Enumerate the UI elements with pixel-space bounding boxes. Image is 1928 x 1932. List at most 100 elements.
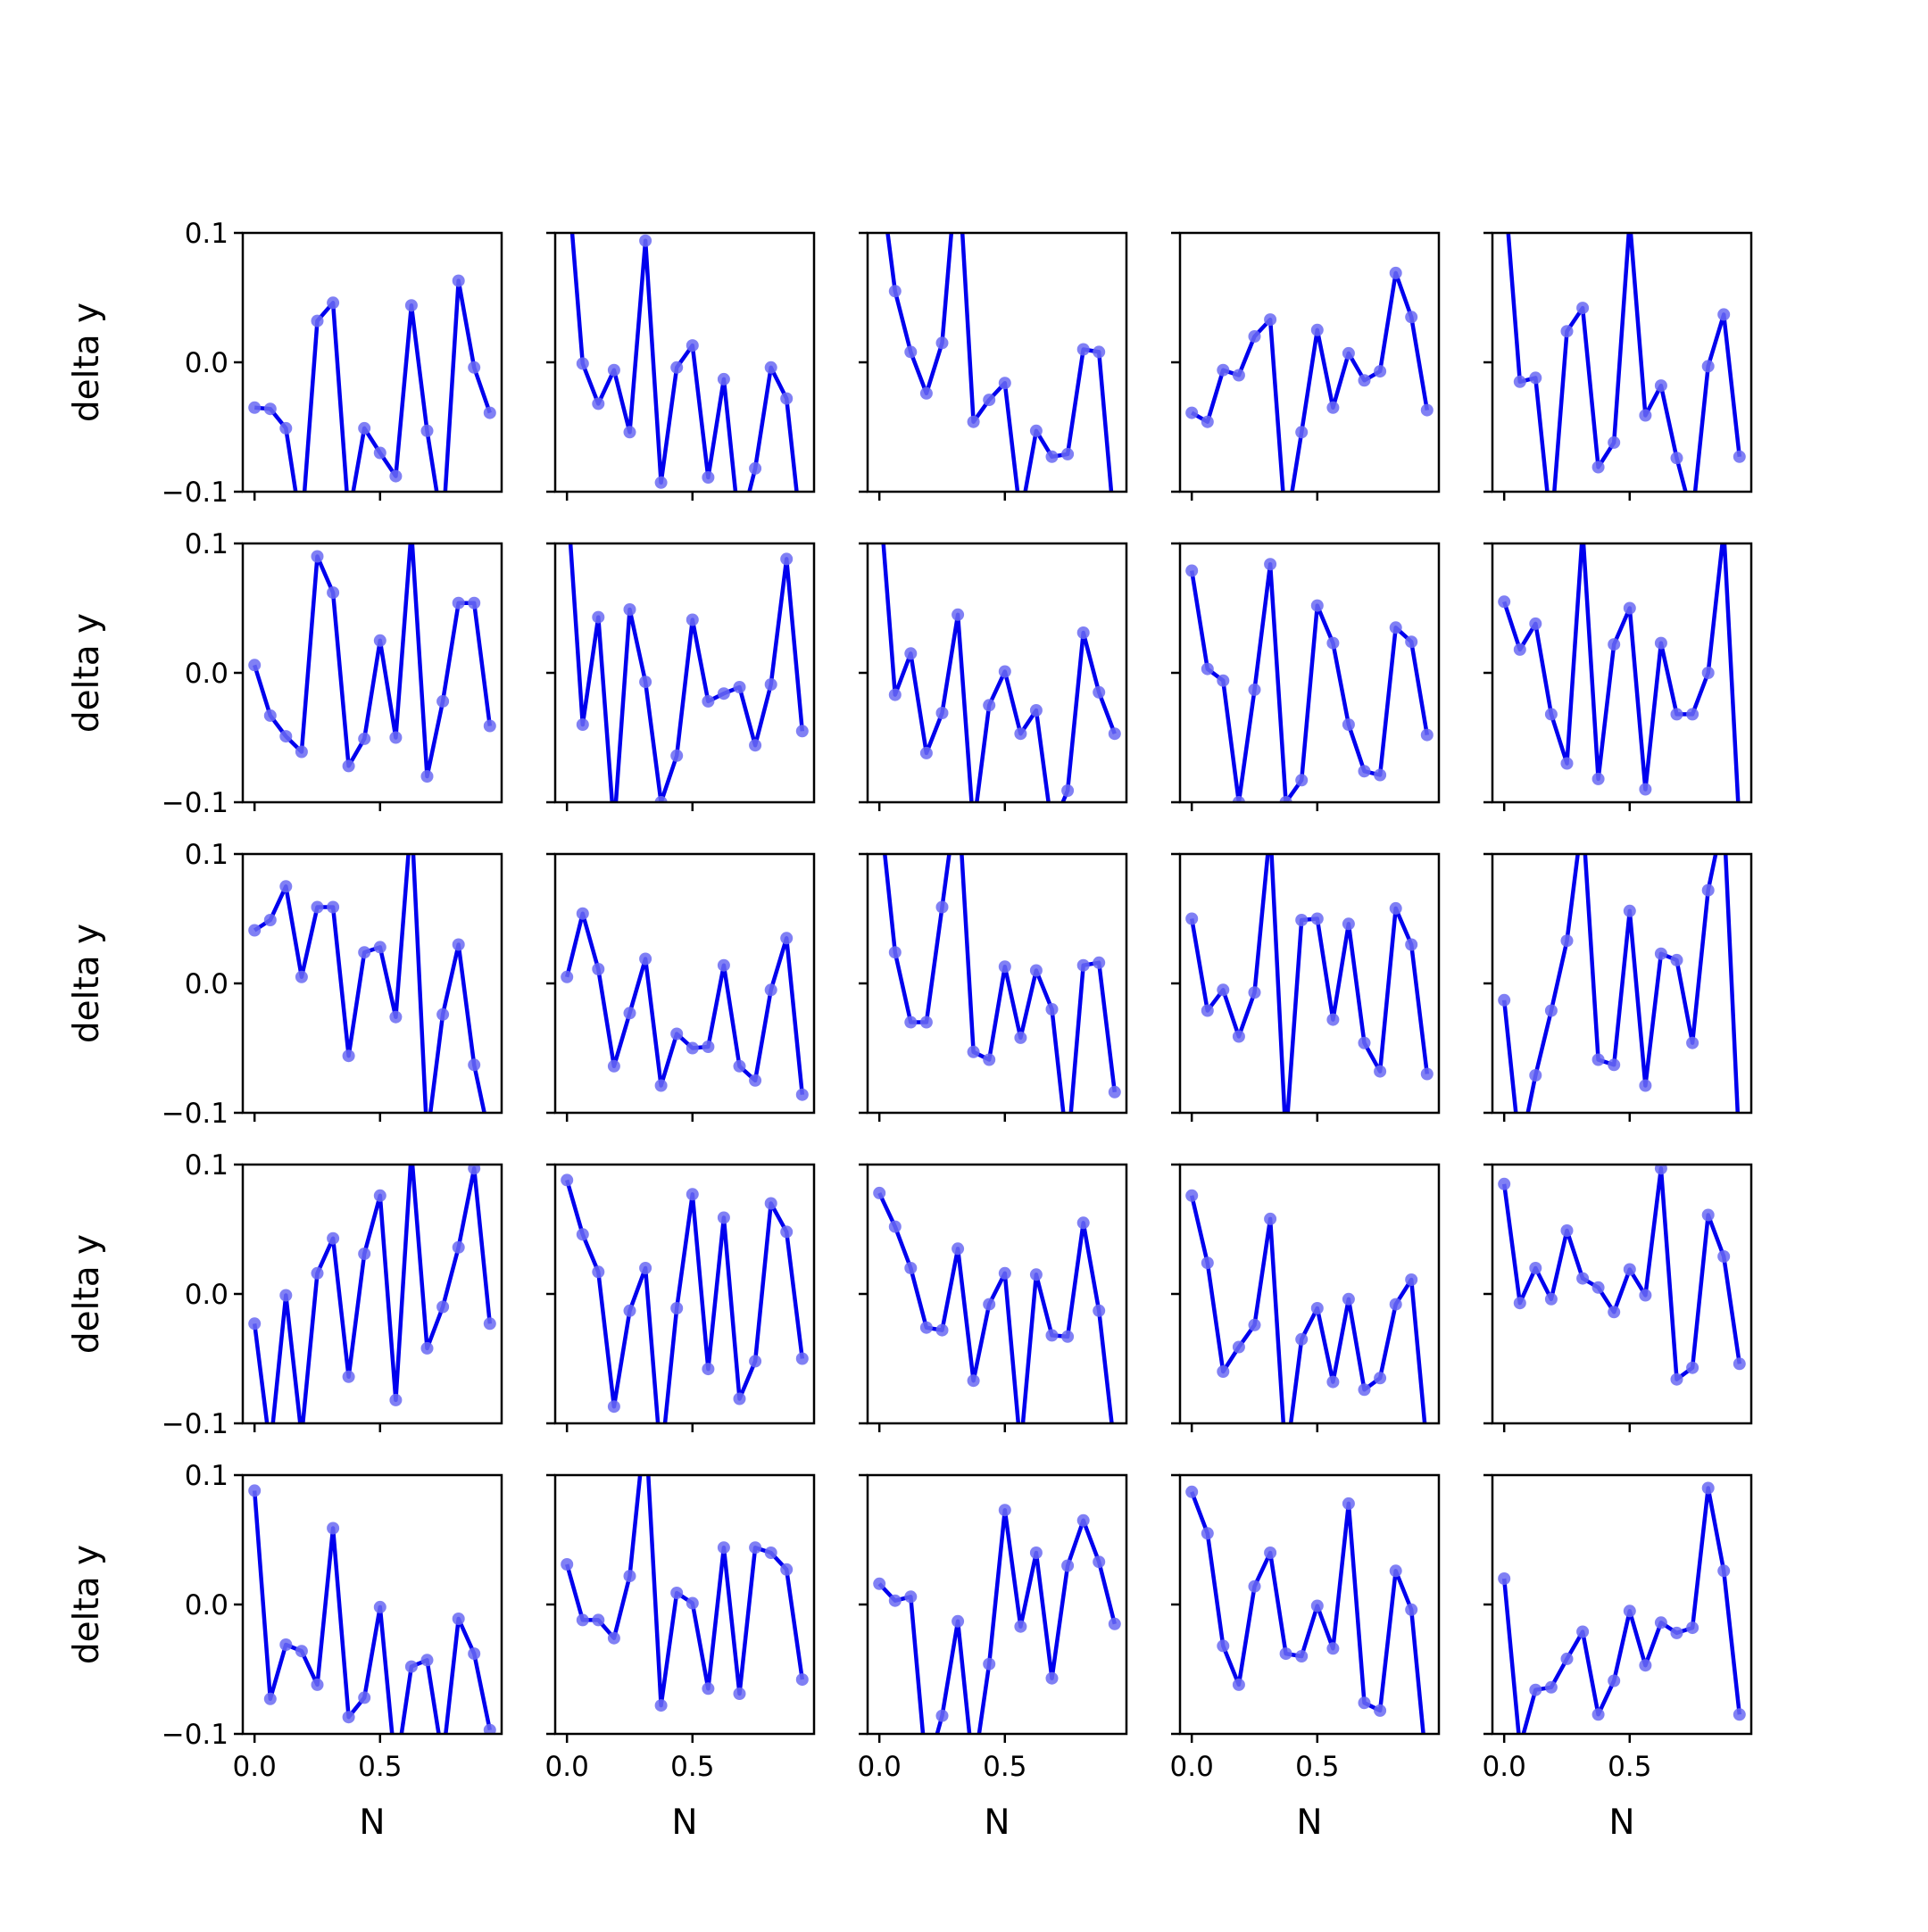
series-line <box>565 1179 805 1423</box>
data-point <box>686 339 699 352</box>
data-point <box>888 946 902 959</box>
data-point <box>248 1484 262 1497</box>
data-point <box>639 952 652 966</box>
data-point <box>998 377 1011 390</box>
data-point <box>1498 1177 1511 1190</box>
data-point <box>1670 1372 1683 1386</box>
y-tick-label: 0.0 <box>185 1589 229 1621</box>
data-point <box>608 822 620 834</box>
x-axis-label: N <box>1608 1803 1634 1843</box>
data-point <box>1093 685 1106 699</box>
data-point <box>1560 325 1574 338</box>
series-line <box>885 233 1114 492</box>
data-point <box>452 1240 465 1254</box>
data-point <box>1733 822 1746 834</box>
data-point <box>1076 626 1090 639</box>
data-point <box>1232 796 1245 802</box>
data-point <box>404 299 418 312</box>
data-point <box>780 392 794 405</box>
data-point <box>904 1016 918 1029</box>
data-point <box>1014 1031 1027 1044</box>
series-line <box>253 854 486 1113</box>
data-point <box>764 678 777 691</box>
axes-frame <box>553 231 816 493</box>
data-point <box>983 1657 996 1671</box>
data-point <box>733 681 746 693</box>
data-point <box>1093 1304 1106 1317</box>
data-point <box>1420 403 1434 417</box>
data-point <box>420 1341 434 1355</box>
data-point <box>1654 1616 1667 1629</box>
data-point <box>576 1613 589 1627</box>
subplot-5-3: 0.0 0.5 N <box>858 1473 1128 1843</box>
data-point <box>405 525 418 537</box>
data-point <box>1061 447 1075 460</box>
data-point <box>373 634 386 647</box>
data-point <box>686 1041 699 1055</box>
data-point <box>607 1400 620 1414</box>
subplot-1-1: −0.1 0.0 0.1 delta y <box>67 218 503 509</box>
data-point <box>686 1596 699 1610</box>
data-point <box>279 730 293 743</box>
data-point <box>1248 330 1261 343</box>
plot-area <box>1185 1485 1425 1734</box>
data-point <box>1544 1004 1558 1017</box>
data-point <box>1389 1298 1402 1311</box>
x-tick-label: 0.5 <box>983 1751 1026 1783</box>
data-point <box>1374 1065 1387 1078</box>
data-point <box>1248 683 1261 696</box>
data-point <box>405 1146 418 1158</box>
data-point <box>404 1660 418 1673</box>
data-point <box>1264 558 1277 571</box>
data-point <box>780 1563 794 1576</box>
data-point <box>717 1211 730 1224</box>
data-point <box>405 809 418 822</box>
data-point <box>576 718 589 731</box>
data-point <box>1014 727 1027 741</box>
data-point <box>420 1654 434 1667</box>
data-point <box>1045 1329 1059 1342</box>
series-line <box>877 1507 1117 1734</box>
plot-area <box>1498 1481 1746 1734</box>
data-point <box>888 1594 902 1607</box>
plot-area <box>248 525 496 783</box>
data-point <box>358 1691 371 1704</box>
data-point <box>1295 914 1309 926</box>
data-point <box>1358 1036 1371 1049</box>
data-point <box>1639 1079 1652 1092</box>
x-tick-label: 0.5 <box>670 1751 714 1783</box>
data-point <box>358 421 371 435</box>
subplot-2-3 <box>859 542 1128 811</box>
data-point <box>1654 1165 1667 1175</box>
data-point <box>1342 718 1355 731</box>
data-point <box>1405 635 1418 649</box>
data-point <box>873 1577 886 1590</box>
data-point <box>1560 1224 1574 1237</box>
plot-area <box>1506 233 1746 492</box>
data-point <box>1295 426 1309 439</box>
axes-frame <box>866 852 1128 1115</box>
subplot-3-2 <box>546 852 816 1122</box>
data-point <box>1374 365 1387 378</box>
data-point <box>1639 1289 1652 1302</box>
data-point <box>1701 360 1715 373</box>
data-point <box>1029 1268 1043 1281</box>
data-point <box>1405 938 1418 951</box>
series-line <box>254 278 492 492</box>
data-point <box>342 1370 355 1383</box>
data-point <box>1544 1292 1558 1306</box>
data-point <box>717 958 730 972</box>
axes-frame <box>241 1473 503 1736</box>
data-point <box>1529 617 1542 630</box>
subplot-4-5 <box>1483 1163 1753 1432</box>
data-point <box>561 1173 574 1187</box>
data-point <box>468 596 481 609</box>
data-point <box>468 1165 481 1175</box>
data-point <box>702 471 715 484</box>
data-point <box>873 162 885 175</box>
data-point <box>702 1363 715 1376</box>
data-point <box>1560 1652 1574 1665</box>
data-point <box>468 1647 481 1661</box>
